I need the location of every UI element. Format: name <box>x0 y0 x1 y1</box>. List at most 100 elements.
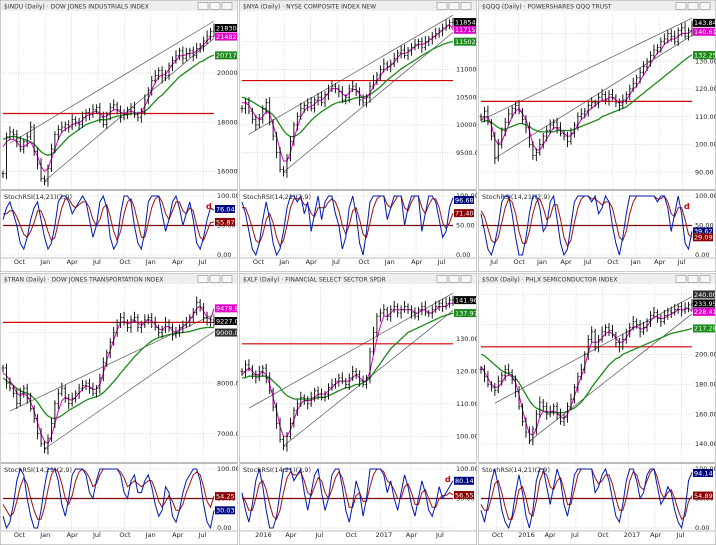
price-bar <box>493 382 497 396</box>
price-bar <box>559 408 562 425</box>
close-button[interactable] <box>221 2 233 10</box>
close-button[interactable] <box>460 2 472 10</box>
price-bar <box>586 335 590 360</box>
price-bar <box>302 394 306 405</box>
price-bar <box>503 364 507 381</box>
zoom-button[interactable] <box>448 2 460 10</box>
x-tick-label: Jan <box>536 258 547 266</box>
y-tick-label: 140.00 <box>695 440 716 448</box>
svg-text:11715.350: 11715.350 <box>455 26 477 34</box>
price-bar <box>566 402 569 423</box>
price-bar <box>50 143 53 172</box>
rsi-line <box>2 194 215 251</box>
price-bar <box>316 92 320 106</box>
x-tick-label: 2016 <box>255 531 272 539</box>
price-bar <box>413 307 417 320</box>
price-bar <box>413 38 417 51</box>
price-bar <box>164 69 167 81</box>
price-bar <box>261 365 265 376</box>
collapse-button[interactable] <box>197 275 209 283</box>
ma-short-line <box>2 305 215 445</box>
y-tick-label: 16000.00 <box>217 167 238 175</box>
close-button[interactable] <box>699 275 711 283</box>
zoom-button[interactable] <box>687 2 699 10</box>
x-tick-label: Oct <box>346 531 358 539</box>
rsi-tick-label: 0.00 <box>695 524 709 532</box>
price-bar <box>157 324 161 337</box>
price-value-label: 9000.00 <box>215 328 238 337</box>
x-tick-label: Jul <box>677 258 686 266</box>
svg-text:80.14: 80.14 <box>455 477 474 485</box>
price-bar <box>257 365 261 381</box>
chart-svg: $TRAN (Daily) · DOW JONES TRANSPORTATION… <box>0 273 238 545</box>
price-bar <box>569 127 573 145</box>
price-bar <box>642 61 645 76</box>
trend-line-upper <box>9 20 215 144</box>
rsi-value-label: 54.89 <box>693 491 713 500</box>
price-bar <box>330 80 334 92</box>
price-bar <box>441 23 445 37</box>
price-bar <box>396 49 400 63</box>
price-bar <box>268 372 272 394</box>
price-bar <box>330 378 334 391</box>
price-bar <box>306 98 310 112</box>
svg-text:54.25: 54.25 <box>216 492 235 500</box>
price-bar <box>368 81 372 103</box>
rsi-title: StochRSI(14,21)(2,9) <box>482 193 550 201</box>
price-bar <box>84 380 88 390</box>
price-bar <box>205 311 209 326</box>
price-bar <box>264 363 268 384</box>
collapse-button[interactable] <box>436 275 448 283</box>
x-tick-label: Jan <box>39 531 50 539</box>
price-bar <box>327 383 330 400</box>
price-bar <box>8 126 12 140</box>
close-button[interactable] <box>699 2 711 10</box>
price-bar <box>649 311 652 327</box>
price-value-label: 9227.07 <box>215 317 238 325</box>
close-button[interactable] <box>460 275 472 283</box>
price-bar <box>635 74 639 88</box>
price-bar <box>496 138 500 162</box>
y-tick-label: 7000.00 <box>217 430 238 438</box>
y-tick-label: 90.00 <box>695 168 714 176</box>
y-tick-label: 180.00 <box>695 380 716 388</box>
price-bar <box>524 115 528 134</box>
price-value-label: 143.84 <box>693 18 716 27</box>
svg-text:11502.249: 11502.249 <box>455 38 477 46</box>
price-bar <box>18 387 22 407</box>
panel-header <box>240 1 476 11</box>
price-bar <box>150 313 154 328</box>
y-tick-label: 100.00 <box>695 141 716 149</box>
collapse-button[interactable] <box>436 2 448 10</box>
price-bar <box>354 83 358 97</box>
price-bar <box>566 131 569 148</box>
zoom-button[interactable] <box>448 275 460 283</box>
price-bar <box>98 373 102 394</box>
x-tick-label: Apr <box>172 258 184 266</box>
price-bar <box>552 119 556 130</box>
collapse-button[interactable] <box>675 275 687 283</box>
price-bar <box>174 326 178 339</box>
collapse-button[interactable] <box>675 2 687 10</box>
price-bar <box>562 414 566 426</box>
close-button[interactable] <box>221 275 233 283</box>
price-bar <box>250 365 254 379</box>
price-value-label: 20717.44 <box>215 51 238 60</box>
zoom-button[interactable] <box>209 275 221 283</box>
collapse-button[interactable] <box>197 2 209 10</box>
price-bar <box>46 164 50 187</box>
price-bar <box>389 59 393 73</box>
price-bar <box>195 42 199 59</box>
svg-text:11854.889: 11854.889 <box>455 18 477 26</box>
price-bar <box>628 84 632 101</box>
x-tick-label: Jul <box>92 531 101 539</box>
price-bar <box>579 108 583 120</box>
zoom-button[interactable] <box>687 275 699 283</box>
price-bar <box>638 67 642 84</box>
x-tick-label: Apr <box>560 258 572 266</box>
x-tick-label: Jul <box>583 258 592 266</box>
zoom-button[interactable] <box>209 2 221 10</box>
price-bar <box>534 409 538 435</box>
price-bar <box>282 436 285 451</box>
chart-svg: $QQQ (Daily) · POWERSHARES QQQ TRUST Stoc… <box>478 0 716 272</box>
